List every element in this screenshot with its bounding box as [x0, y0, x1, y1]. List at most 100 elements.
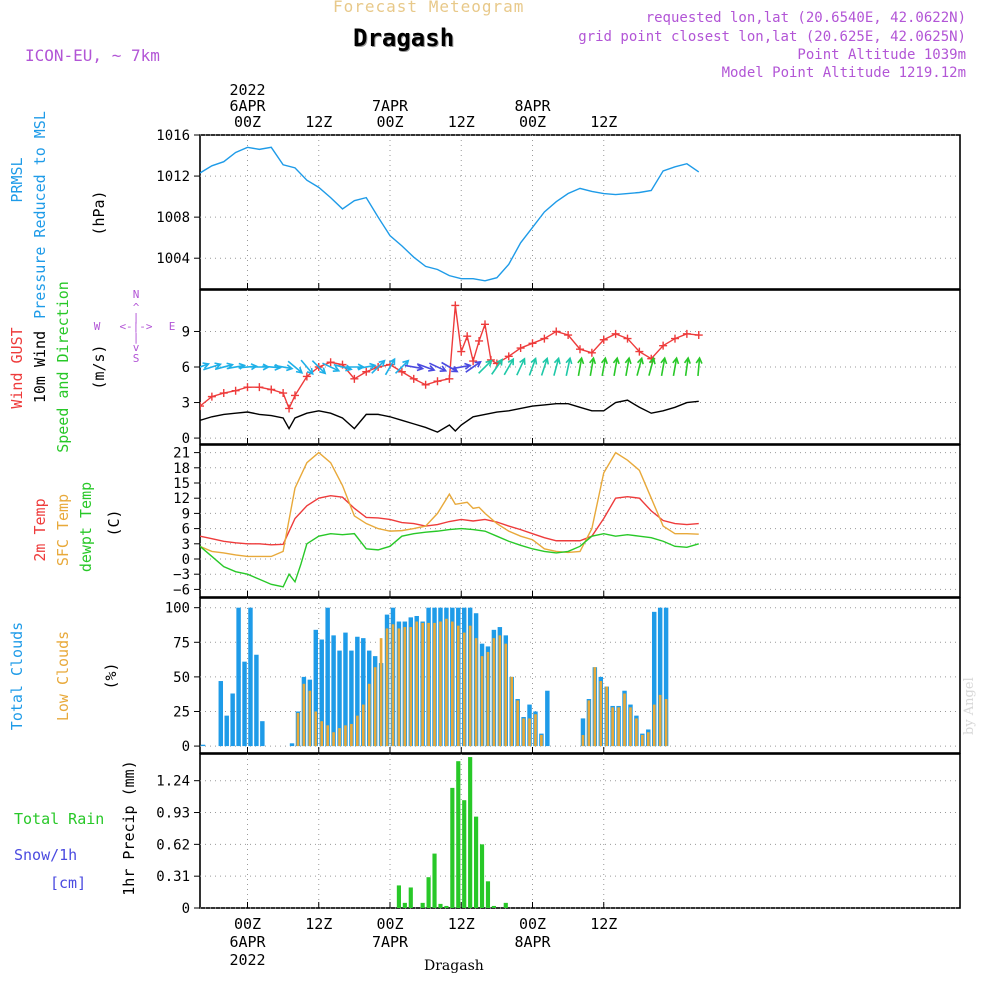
- bar: [218, 681, 224, 747]
- clouds-label-total: Total Clouds: [8, 622, 26, 730]
- bar: [396, 885, 401, 908]
- top-axis-label: 00Z: [519, 113, 546, 131]
- bar: [587, 700, 591, 747]
- y-tick-label: 12: [173, 491, 190, 507]
- gust-marker: [451, 301, 460, 310]
- bar: [391, 624, 395, 747]
- compass-rose: W <-|-> EN^||vS: [94, 288, 176, 365]
- bar: [503, 902, 508, 908]
- bar: [355, 636, 360, 747]
- wind-arrow-head: [295, 366, 304, 374]
- y-tick-label: 0: [182, 901, 190, 917]
- bar: [510, 676, 514, 747]
- top-axis-label: 8APR: [514, 97, 551, 115]
- bottom-axis-label: 7APR: [372, 933, 409, 951]
- bar: [451, 621, 454, 747]
- bar: [528, 718, 531, 747]
- bar: [373, 667, 377, 747]
- wind-arrow-head: [565, 356, 573, 365]
- top-axis-label: 7APR: [372, 97, 409, 115]
- wind-arrow: [672, 357, 678, 377]
- y-tick-label: 21: [173, 446, 190, 462]
- bar: [439, 621, 442, 747]
- bar: [664, 699, 668, 747]
- y-tick-label: 6: [182, 360, 190, 376]
- wind-arrow: [553, 358, 560, 376]
- y-tick-label: 1012: [156, 169, 190, 185]
- panel-pressure: 1004 1008 1012 1016: [156, 128, 961, 290]
- bar: [361, 638, 366, 747]
- bar: [629, 707, 632, 747]
- series-line: [200, 146, 700, 282]
- bar: [332, 732, 335, 747]
- bottom-station-label: Dragash: [424, 958, 484, 974]
- gust-marker: [302, 372, 311, 381]
- plot-area: [200, 301, 703, 433]
- info-point-altitude: Point Altitude 1039m: [797, 47, 966, 63]
- wind-arrow-head: [286, 364, 294, 372]
- gust-marker: [279, 389, 288, 398]
- gust-marker: [528, 339, 537, 348]
- wind-arrow-head: [530, 356, 538, 365]
- bar: [605, 686, 609, 747]
- bar: [623, 693, 626, 747]
- y-tick-label: 1008: [156, 210, 190, 226]
- bar: [450, 787, 455, 908]
- gust-marker: [659, 341, 668, 350]
- bar: [438, 903, 443, 908]
- wind-arrow-head: [672, 356, 680, 365]
- wind-arrow-head: [577, 356, 585, 365]
- bar: [462, 800, 467, 908]
- bar: [230, 693, 235, 747]
- bar: [402, 902, 407, 908]
- gust-marker: [207, 392, 216, 401]
- plot-area: [200, 607, 669, 747]
- bar: [415, 621, 419, 747]
- bar: [468, 625, 472, 747]
- wind-arrow: [262, 365, 281, 369]
- gust-marker: [445, 374, 454, 383]
- top-axis-label: 00Z: [376, 113, 403, 131]
- compass-bar-bottom: |: [133, 331, 140, 344]
- gust-marker: [409, 374, 418, 383]
- bar: [433, 622, 436, 747]
- wind-arrow: [404, 364, 423, 370]
- wind-arrow: [528, 358, 537, 376]
- credit-label: by Angel: [962, 677, 977, 735]
- y-tick-label: 1016: [156, 128, 190, 144]
- wind-arrow: [660, 357, 666, 377]
- wind-arrow: [441, 361, 458, 373]
- bar: [367, 683, 371, 747]
- wind-arrow-head: [332, 365, 341, 372]
- y-tick-label: 15: [173, 476, 190, 492]
- panel-frame: [199, 444, 961, 598]
- wind-label-10m: 10m Wind: [31, 331, 49, 403]
- subtitle: Forecast Meteogram: [333, 0, 525, 16]
- y-tick-label: 0.31: [156, 869, 190, 885]
- bottom-axis-label: 12Z: [448, 915, 475, 933]
- series-line: [200, 305, 699, 411]
- gust-marker: [481, 320, 489, 329]
- bar: [356, 715, 359, 747]
- bar: [343, 632, 348, 747]
- panel-frame: [199, 597, 961, 754]
- gust-marker: [469, 357, 478, 366]
- wind-arrow: [287, 360, 303, 374]
- wind-arrow-head: [214, 362, 223, 370]
- bar: [338, 728, 341, 747]
- gust-marker: [463, 332, 472, 341]
- bottom-axis-label: 12Z: [590, 915, 617, 933]
- plot-area: [396, 757, 508, 908]
- wind-arrow: [357, 364, 376, 370]
- y-tick-label: 100: [165, 601, 190, 617]
- bar: [331, 635, 336, 747]
- y-tick-label: 0: [182, 552, 190, 568]
- wind-arrow-head: [402, 359, 410, 367]
- bar: [308, 690, 312, 747]
- bar: [426, 877, 431, 908]
- wind-unit: (m/s): [90, 344, 108, 389]
- bar: [534, 714, 537, 747]
- compass-up: ^: [133, 301, 140, 314]
- gust-marker: [552, 327, 561, 336]
